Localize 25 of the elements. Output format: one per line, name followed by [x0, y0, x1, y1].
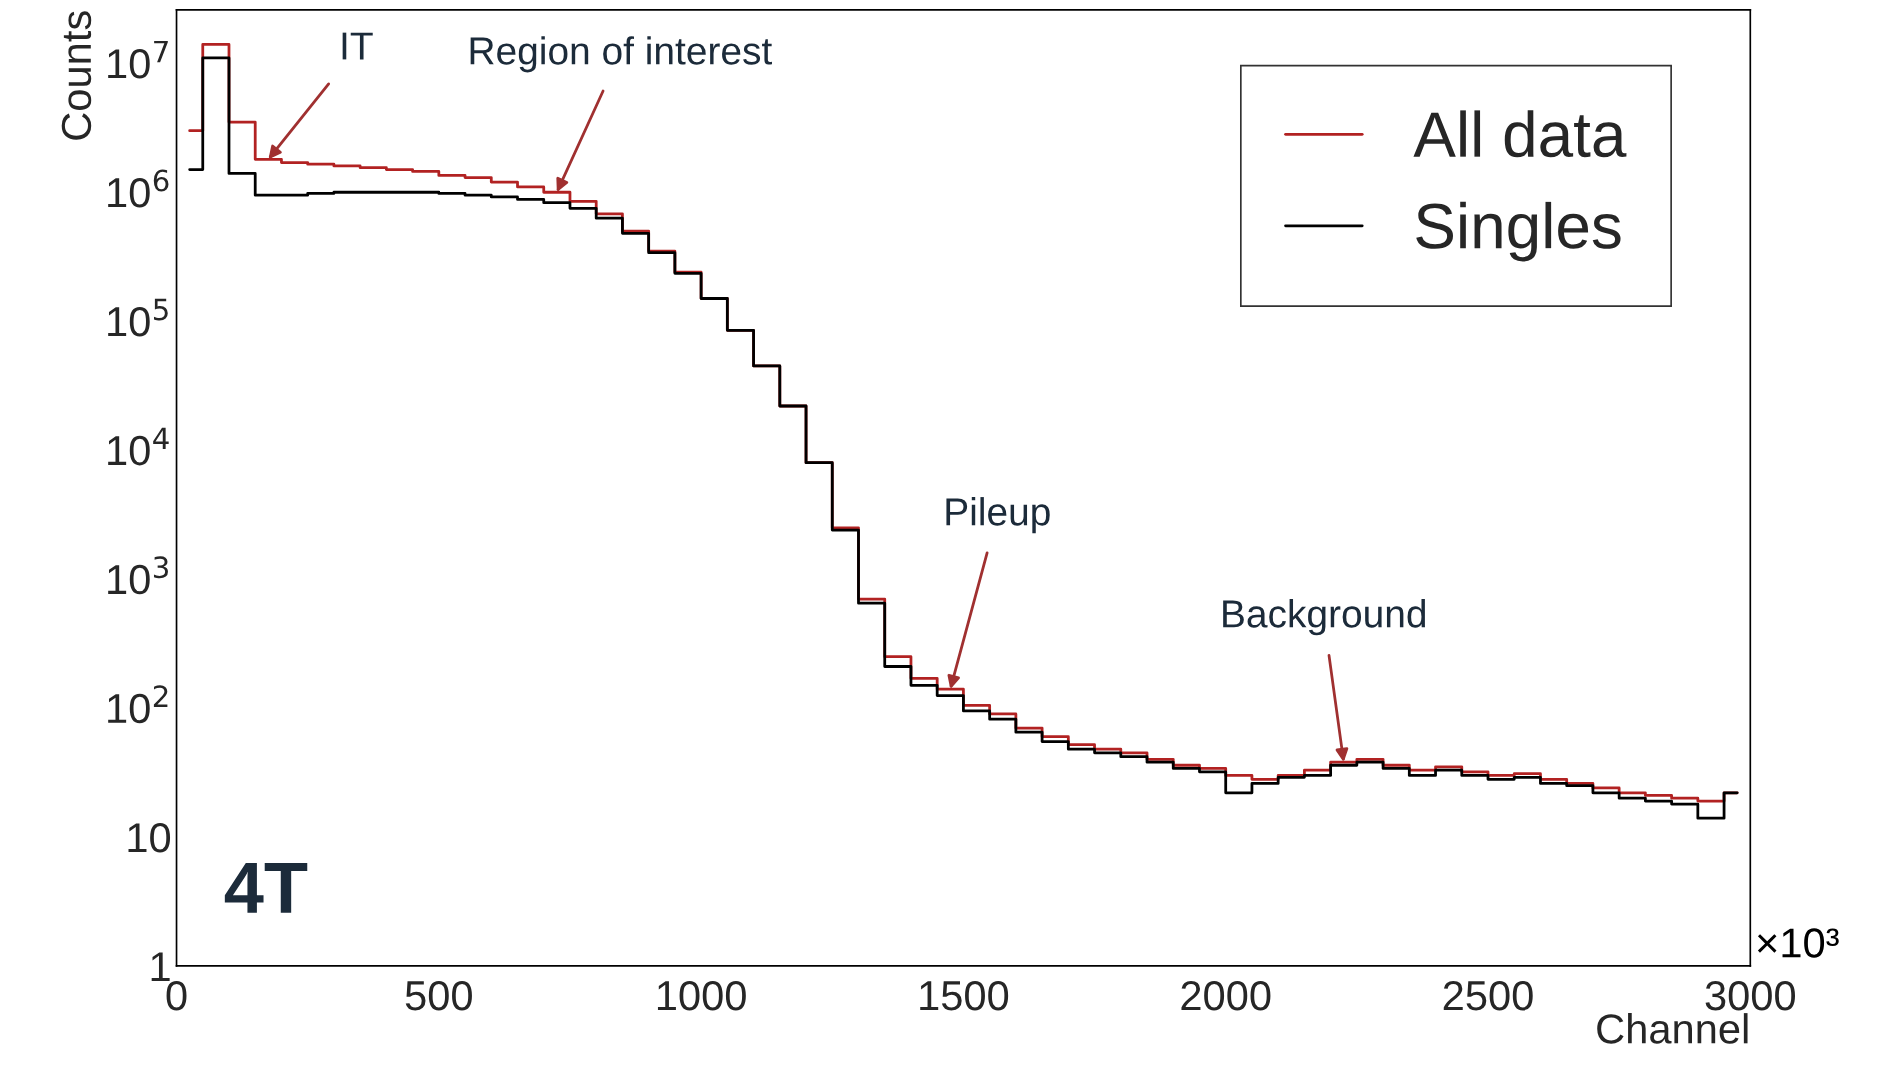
y-axis-title: Counts [61, 11, 92, 140]
annotation: Background [1223, 599, 1426, 636]
annotation: Pileup [946, 497, 1050, 534]
x-tick-label: 0 [166, 980, 187, 1011]
text: ×10³ [1757, 928, 1839, 958]
x-axis-title: Channel [1597, 1013, 1748, 1044]
y-tick-label: 10$^{7}$ [108, 40, 168, 79]
x-tick-label: 2500 [1443, 980, 1533, 1011]
y-tick-label: 10$^{3}$ [108, 556, 168, 595]
x-tick-label: 1500 [920, 980, 1009, 1011]
x-tick-label: 500 [405, 980, 472, 1011]
x-tick-label: 1000 [657, 980, 746, 1011]
legend-label: All data [1413, 110, 1627, 158]
legend-label: Singles [1416, 201, 1621, 262]
y-tick-label: 10$^{6}$ [108, 169, 169, 208]
y-tick-label: 1 [151, 952, 170, 982]
y-tick-label: 10$^{2}$ [108, 685, 168, 724]
y-tick-label: 10$^{4}$ [108, 427, 169, 466]
annotation: Region of interest [470, 36, 772, 73]
annotation: IT [342, 32, 373, 60]
y-tick-label: 10$^{5}$ [108, 298, 168, 337]
x-tick-label: 2000 [1181, 980, 1271, 1011]
x-tick-label: 3000 [1705, 980, 1796, 1011]
y-tick-label: 10 [128, 823, 171, 853]
annotation: 4T [224, 863, 308, 913]
